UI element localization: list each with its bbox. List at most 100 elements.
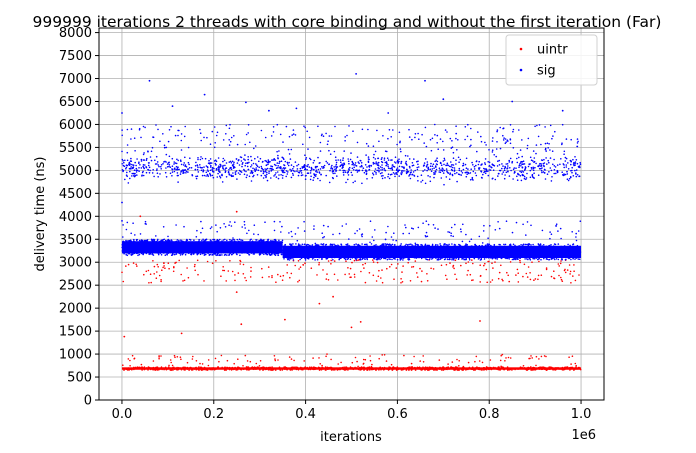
point — [492, 169, 495, 171]
point — [158, 274, 161, 277]
point — [275, 176, 278, 178]
point — [507, 356, 510, 359]
point — [289, 168, 291, 171]
point — [347, 178, 349, 181]
point — [469, 273, 472, 276]
point — [280, 160, 283, 162]
point — [358, 228, 361, 230]
point — [502, 165, 504, 167]
point — [442, 168, 444, 170]
point — [445, 263, 448, 266]
point — [210, 226, 213, 228]
outlier-point — [240, 323, 243, 326]
point — [577, 258, 580, 260]
point — [361, 243, 363, 245]
point — [569, 273, 571, 275]
point — [465, 175, 468, 178]
point — [526, 221, 529, 223]
point — [223, 223, 225, 225]
point — [353, 243, 356, 246]
point — [467, 269, 469, 272]
point — [392, 239, 394, 241]
point — [426, 273, 428, 275]
point — [378, 169, 380, 172]
point — [448, 258, 451, 261]
point — [517, 281, 520, 283]
point — [287, 171, 289, 173]
point — [416, 272, 418, 274]
point — [433, 167, 435, 169]
point — [508, 175, 511, 177]
point — [126, 254, 129, 257]
point — [444, 258, 447, 260]
point — [498, 172, 500, 175]
point — [376, 169, 379, 172]
point — [235, 158, 238, 160]
point — [458, 167, 461, 170]
point — [570, 282, 572, 284]
point — [320, 173, 322, 176]
point — [297, 174, 300, 177]
point — [371, 363, 373, 366]
point — [553, 270, 555, 273]
point — [242, 365, 244, 367]
point — [375, 171, 377, 174]
point — [499, 359, 502, 362]
point — [209, 158, 212, 160]
point — [387, 225, 389, 228]
point — [243, 224, 246, 226]
point — [389, 266, 391, 268]
point — [162, 163, 164, 165]
point — [318, 357, 320, 359]
point — [436, 244, 439, 246]
point — [237, 172, 240, 174]
point — [125, 265, 127, 267]
chart-title: 999999 iterations 2 threads with core bi… — [33, 13, 662, 31]
point — [484, 262, 486, 265]
point — [458, 161, 460, 163]
point — [423, 162, 426, 164]
point — [426, 164, 429, 166]
point — [445, 244, 448, 246]
point — [271, 276, 273, 279]
point — [233, 161, 235, 164]
point — [180, 163, 183, 166]
point — [269, 160, 271, 163]
point — [526, 276, 529, 278]
point — [214, 357, 217, 360]
point — [292, 174, 295, 176]
point — [481, 163, 483, 165]
point — [462, 164, 464, 167]
point — [471, 176, 474, 179]
point — [517, 258, 519, 260]
point — [575, 169, 578, 171]
point — [451, 174, 454, 177]
point — [396, 258, 399, 261]
point — [572, 163, 575, 165]
point — [479, 274, 482, 277]
point — [329, 153, 332, 155]
point — [294, 264, 297, 267]
point — [194, 269, 196, 272]
point — [223, 269, 226, 272]
point — [487, 237, 489, 239]
series-sig — [121, 73, 582, 261]
point — [292, 243, 294, 245]
point — [571, 355, 574, 358]
point — [565, 164, 568, 166]
point — [188, 163, 190, 166]
point — [516, 179, 519, 181]
point — [443, 243, 446, 245]
point — [449, 173, 451, 176]
point — [330, 263, 332, 265]
point — [381, 157, 383, 159]
point — [443, 169, 446, 172]
point — [304, 168, 307, 171]
point — [305, 157, 308, 159]
point — [506, 167, 508, 170]
point — [487, 170, 489, 173]
point — [431, 258, 433, 260]
point — [567, 168, 570, 170]
point — [398, 158, 400, 160]
point — [231, 270, 234, 273]
